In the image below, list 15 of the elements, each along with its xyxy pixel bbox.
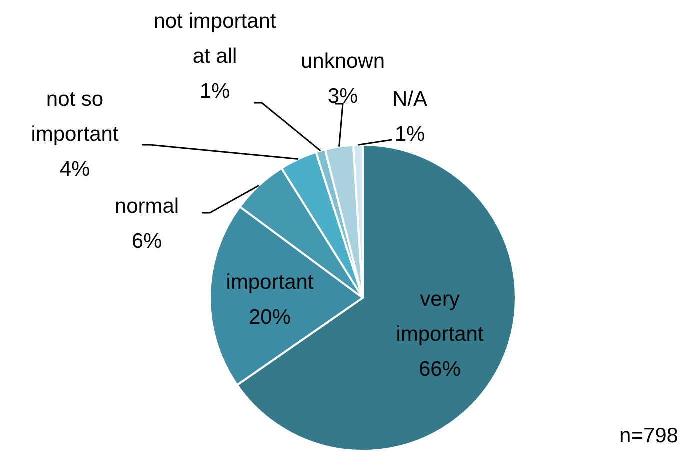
- data-label: 1%: [200, 80, 230, 103]
- slice-label: N/A: [392, 88, 428, 111]
- data-label: 6%: [132, 230, 162, 253]
- slice-label: important: [226, 270, 314, 294]
- slice-label: not important at all: [154, 10, 276, 68]
- text: n=798: [620, 424, 678, 448]
- slice-label: unknown: [300, 50, 386, 73]
- slice-label: very important: [396, 288, 484, 346]
- data-label: 4%: [60, 158, 90, 181]
- slice-label: normal: [114, 194, 180, 218]
- data-label: 66%: [418, 358, 462, 381]
- data-label: 20%: [248, 306, 292, 329]
- data-label: 3%: [328, 84, 358, 108]
- slice-label: not so important: [31, 88, 119, 146]
- data-label: 1%: [394, 122, 426, 146]
